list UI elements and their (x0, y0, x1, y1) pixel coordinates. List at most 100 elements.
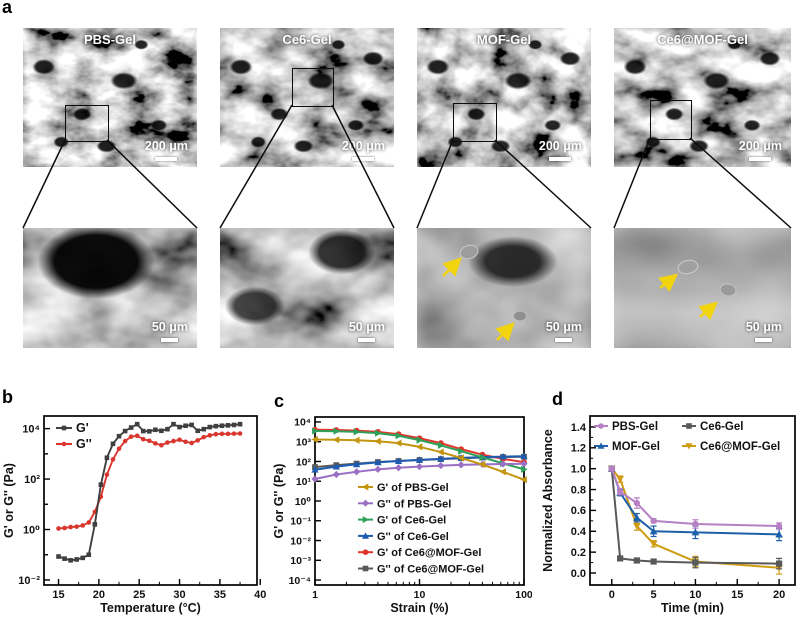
svg-text:0: 0 (609, 589, 615, 601)
scale-bar-label: 50 μm (545, 320, 582, 335)
svg-text:G' of Ce6@MOF-Gel: G' of Ce6@MOF-Gel (377, 547, 481, 559)
sem-zoom-pbs-gel: 50 μm (23, 228, 197, 348)
svg-text:20: 20 (773, 589, 785, 601)
svg-text:10⁻³: 10⁻³ (290, 555, 311, 567)
sem-image-mof-gel: MOF-Gel 200 μm (417, 28, 591, 167)
svg-text:10³: 10³ (296, 437, 312, 449)
sem-image-pbs-gel: PBS-Gel 200 μm (23, 28, 197, 167)
scale-bar: 200 μm (341, 139, 385, 161)
sem-image-ce6-mof-gel: Ce6@MOF-Gel 200 μm (614, 28, 791, 167)
sem-texture (614, 228, 791, 348)
svg-text:10⁰: 10⁰ (23, 524, 40, 536)
svg-text:0.6: 0.6 (571, 505, 586, 517)
svg-text:5: 5 (651, 589, 657, 601)
svg-text:10⁻¹: 10⁻¹ (290, 516, 311, 528)
svg-text:10⁰: 10⁰ (295, 496, 312, 508)
scale-bar-label: 200 μm (738, 139, 782, 154)
svg-text:1.4: 1.4 (571, 422, 587, 434)
scale-bar-label: 50 μm (745, 320, 782, 335)
svg-text:0.4: 0.4 (571, 526, 587, 538)
panel-c-label: c (274, 391, 285, 411)
chart-absorbance-time: 0 5 10 15 20 0.0 0.2 0.4 0.6 0.8 1.0 1.2 1.4 Time (mi… (541, 415, 796, 615)
scale-bar-label: 200 μm (341, 139, 385, 154)
scale-bar-label: 200 μm (538, 139, 582, 154)
svg-text:Ce6-Gel: Ce6-Gel (700, 421, 743, 433)
svg-text:10⁴: 10⁴ (294, 417, 311, 429)
scale-bar-line (352, 157, 375, 161)
svg-text:40: 40 (254, 589, 266, 601)
svg-text:15: 15 (731, 589, 743, 601)
svg-text:Temperature (°C): Temperature (°C) (100, 601, 201, 615)
panel-b-label: b (2, 387, 13, 407)
chart-temperature-sweep: 15 20 25 30 35 40 10⁻² 10⁰ 10² 10⁴ Temperature (°C… (2, 415, 266, 615)
scale-bar-label: 200 μm (144, 139, 188, 154)
panel-a-label: a (2, 0, 13, 17)
svg-text:10⁻²: 10⁻² (290, 535, 311, 547)
svg-text:10: 10 (689, 589, 701, 601)
scale-bar: 50 μm (745, 320, 782, 342)
svg-text:G' of Ce6-Gel: G' of Ce6-Gel (377, 515, 446, 527)
svg-text:G': G' (76, 421, 89, 435)
sem-zoom-mof-gel: 50 μm (417, 228, 591, 348)
svg-text:35: 35 (214, 589, 226, 601)
svg-text:10⁻⁴: 10⁻⁴ (289, 575, 311, 587)
sem-label: MOF-Gel (476, 32, 532, 47)
svg-text:10⁻²: 10⁻² (18, 575, 40, 587)
svg-text:MOF-Gel: MOF-Gel (612, 441, 660, 453)
panel-d-label: d (552, 389, 563, 409)
scale-bar-label: 50 μm (151, 320, 188, 335)
scale-bar-line (161, 338, 179, 342)
svg-text:30: 30 (173, 589, 185, 601)
svg-text:0.2: 0.2 (571, 547, 586, 559)
inset-box (292, 68, 334, 107)
svg-text:G' of PBS-Gel: G' of PBS-Gel (377, 482, 449, 494)
svg-text:G'' of Ce6@MOF-Gel: G'' of Ce6@MOF-Gel (377, 564, 484, 576)
sem-label: Ce6-Gel (282, 32, 332, 47)
svg-text:0.8: 0.8 (571, 484, 586, 496)
svg-text:G' or G'' (Pa): G' or G'' (Pa) (2, 463, 16, 538)
scale-bar-line (549, 157, 572, 161)
inset-box (453, 103, 497, 142)
scale-bar-line (155, 157, 178, 161)
svg-text:25: 25 (133, 589, 145, 601)
svg-text:Normalized Absorbance: Normalized Absorbance (541, 429, 555, 572)
sem-image-ce6-gel: Ce6-Gel 200 μm (220, 28, 394, 167)
scale-bar: 200 μm (144, 139, 188, 161)
sem-zoom-ce6-mof-gel: 50 μm (614, 228, 791, 348)
svg-text:G' or G'' (Pa): G' or G'' (Pa) (272, 464, 286, 539)
svg-text:G'' of PBS-Gel: G'' of PBS-Gel (377, 498, 451, 510)
sem-zoom-ce6-gel: 50 μm (220, 228, 394, 348)
scale-bar: 200 μm (538, 139, 582, 161)
svg-text:10²: 10² (24, 474, 40, 486)
scale-bar: 50 μm (151, 320, 188, 342)
svg-text:Time (min): Time (min) (661, 601, 724, 615)
svg-text:10¹: 10¹ (296, 476, 312, 488)
scale-bar: 50 μm (348, 320, 385, 342)
scale-bar-label: 50 μm (348, 320, 385, 335)
svg-text:10⁴: 10⁴ (22, 423, 40, 435)
sem-label: Ce6@MOF-Gel (657, 32, 748, 47)
svg-text:20: 20 (93, 589, 105, 601)
svg-text:10: 10 (414, 589, 426, 601)
svg-text:G'': G'' (76, 437, 92, 451)
scale-bar-line (555, 338, 573, 342)
inset-box (65, 105, 109, 142)
scale-bar: 50 μm (545, 320, 582, 342)
scale-bar-line (358, 338, 376, 342)
svg-text:G'' of Ce6-Gel: G'' of Ce6-Gel (377, 531, 449, 543)
scale-bar-line (749, 157, 772, 161)
scale-bar-line (755, 338, 773, 342)
svg-text:1.2: 1.2 (571, 443, 586, 455)
svg-text:Strain (%): Strain (%) (390, 601, 448, 615)
sem-label: PBS-Gel (83, 32, 137, 47)
svg-text:15: 15 (52, 589, 64, 601)
svg-text:100: 100 (515, 589, 532, 601)
svg-text:10²: 10² (296, 456, 312, 468)
chart-strain-sweep: 1 10 100 10⁴ 10³ 10² 10¹ 10⁰ 10⁻¹ 10⁻² 10⁻³ 10⁻⁴ Str… (272, 416, 532, 615)
svg-text:PBS-Gel: PBS-Gel (612, 421, 658, 433)
svg-text:Ce6@MOF-Gel: Ce6@MOF-Gel (700, 441, 780, 453)
svg-text:1: 1 (312, 589, 318, 601)
svg-text:1.0: 1.0 (571, 463, 586, 475)
svg-text:0.0: 0.0 (571, 568, 586, 580)
